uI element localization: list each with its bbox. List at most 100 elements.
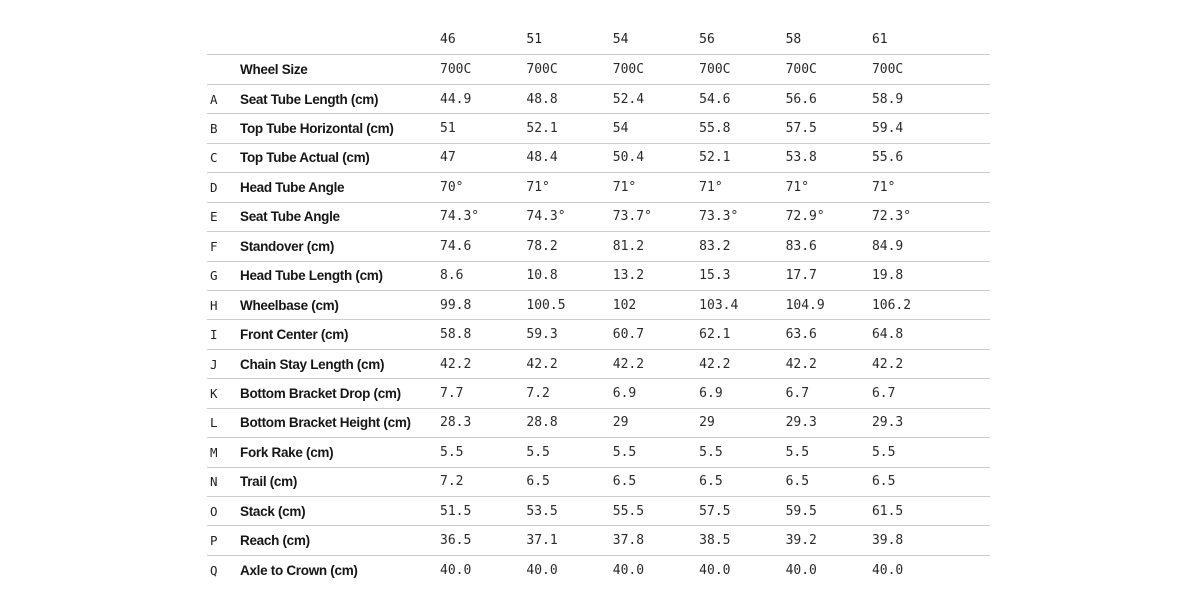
- row-value: 54.6: [699, 91, 731, 107]
- row-value: 5.5: [699, 444, 723, 460]
- row-value: 83.2: [699, 238, 731, 254]
- row-value: 42.2: [526, 356, 558, 372]
- row-value: 56.6: [785, 91, 817, 107]
- row-value: 8.6: [440, 268, 464, 284]
- row-value: 84.9: [871, 238, 904, 254]
- row-value: 53.8: [785, 150, 817, 166]
- table-row: E Seat Tube Angle 74.3° 74.3° 73.7° 73.3° 72…: [207, 201, 990, 231]
- row-value: 5.5: [526, 444, 550, 460]
- row-value: 17.7: [785, 268, 817, 284]
- row-letter: I: [210, 327, 218, 343]
- row-label: Seat Tube Length (cm): [240, 91, 379, 107]
- row-letter: K: [210, 385, 218, 401]
- row-value: 5.5: [785, 444, 810, 460]
- row-label: Top Tube Horizontal (cm): [240, 121, 394, 137]
- row-value: 40.0: [526, 562, 558, 578]
- row-value: 10.8: [526, 268, 558, 284]
- row-value: 28.8: [526, 415, 558, 431]
- row-value: 106.2: [871, 297, 912, 313]
- table-row: B Top Tube Horizontal (cm) 51 52.1 54 55.8 5…: [207, 113, 990, 142]
- row-value: 36.5: [440, 533, 472, 549]
- row-value: 13.2: [612, 268, 645, 284]
- row-label: Chain Stay Length (cm): [240, 356, 385, 372]
- row-value: 59.3: [526, 327, 558, 343]
- size-column-header: 56: [699, 32, 715, 48]
- size-column-header: 61: [871, 32, 888, 48]
- row-value: 6.5: [785, 474, 810, 490]
- row-value: 40.0: [440, 562, 472, 578]
- size-column-header: 51: [526, 32, 543, 48]
- row-value: 103.4: [699, 297, 739, 313]
- row-value: 42.2: [440, 356, 472, 372]
- row-value: 78.2: [526, 238, 558, 254]
- row-value: 50.4: [612, 150, 645, 166]
- row-value: 73.3°: [699, 209, 739, 225]
- row-value: 6.9: [699, 385, 723, 401]
- row-value: 39.8: [871, 533, 904, 549]
- table-row: M Fork Rake (cm) 5.5 5.5 5.5 5.5 5.5 5.5: [207, 437, 990, 466]
- size-column-header: 58: [785, 32, 802, 48]
- row-label: Front Center (cm): [240, 327, 349, 343]
- row-letter: C: [210, 150, 218, 166]
- table-row: J Chain Stay Length (cm) 42.2 42.2 42.2 42.…: [207, 348, 990, 378]
- row-letter: P: [210, 533, 218, 549]
- table-row: P Reach (cm) 36.5 37.1 37.8 38.5 39.2 39.8: [207, 525, 990, 554]
- table-row: O Stack (cm) 51.5 53.5 55.5 57.5 59.5 61.5: [207, 496, 990, 525]
- row-letter: G: [210, 268, 218, 284]
- row-value: 28.3: [440, 415, 472, 431]
- row-letter: N: [210, 474, 218, 490]
- row-value: 38.5: [699, 533, 731, 549]
- row-value: 700C: [612, 62, 645, 78]
- table-body: Wheel Size 700C 700C 700C 700C 700C 700C A Se…: [207, 54, 990, 584]
- row-value: 52.1: [526, 121, 558, 137]
- row-value: 81.2: [612, 238, 645, 254]
- row-value: 700C: [785, 62, 817, 78]
- row-value: 42.2: [699, 356, 731, 372]
- row-value: 42.2: [612, 356, 645, 372]
- row-value: 54: [612, 121, 629, 137]
- row-value: 104.9: [785, 297, 825, 313]
- row-value: 42.2: [871, 356, 904, 372]
- row-value: 700C: [526, 62, 558, 78]
- table-row: L Bottom Bracket Height (cm) 28.3 28.8 29 2…: [207, 407, 990, 437]
- row-value: 71°: [526, 179, 550, 195]
- row-value: 70°: [440, 179, 464, 195]
- table-row: H Wheelbase (cm) 99.8 100.5 102 103.4 104.9 1…: [207, 289, 990, 319]
- row-value: 58.8: [440, 327, 472, 343]
- size-header-row: 46 51 54 56 58 61: [207, 25, 990, 54]
- table-row: A Seat Tube Length (cm) 44.9 48.8 52.4 54.6…: [207, 83, 990, 113]
- row-value: 74.3°: [526, 209, 566, 225]
- row-value: 55.8: [699, 121, 731, 137]
- row-value: 61.5: [871, 503, 904, 519]
- row-label: Fork Rake (cm): [240, 444, 334, 460]
- row-value: 5.5: [612, 444, 637, 460]
- row-label: Head Tube Length (cm): [240, 268, 383, 284]
- row-value: 700C: [871, 62, 904, 78]
- row-label: Bottom Bracket Height (cm): [240, 415, 411, 431]
- size-column-header: 46: [440, 32, 456, 48]
- row-value: 6.7: [871, 385, 896, 401]
- row-value: 700C: [440, 62, 472, 78]
- row-value: 74.3°: [440, 209, 480, 225]
- row-value: 53.5: [526, 503, 558, 519]
- row-label: Reach (cm): [240, 533, 310, 549]
- row-value: 5.5: [440, 444, 464, 460]
- row-value: 37.1: [526, 533, 558, 549]
- row-value: 59.4: [871, 121, 904, 137]
- row-letter: D: [210, 179, 218, 195]
- row-value: 6.5: [699, 474, 723, 490]
- row-value: 5.5: [871, 444, 896, 460]
- row-letter: O: [210, 503, 218, 519]
- row-value: 52.4: [612, 91, 645, 107]
- row-label: Head Tube Angle: [240, 179, 345, 195]
- row-value: 40.0: [699, 562, 731, 578]
- table-row: C Top Tube Actual (cm) 47 48.4 50.4 52.1 53.…: [207, 142, 990, 172]
- row-value: 59.5: [785, 503, 817, 519]
- row-value: 73.7°: [612, 209, 652, 225]
- row-value: 29.3: [785, 415, 817, 431]
- row-value: 7.2: [440, 474, 464, 490]
- row-value: 40.0: [871, 562, 904, 578]
- table-row: Q Axle to Crown (cm) 40.0 40.0 40.0 40.0 40.…: [207, 554, 990, 584]
- row-value: 63.6: [785, 327, 817, 343]
- row-letter: M: [210, 444, 218, 460]
